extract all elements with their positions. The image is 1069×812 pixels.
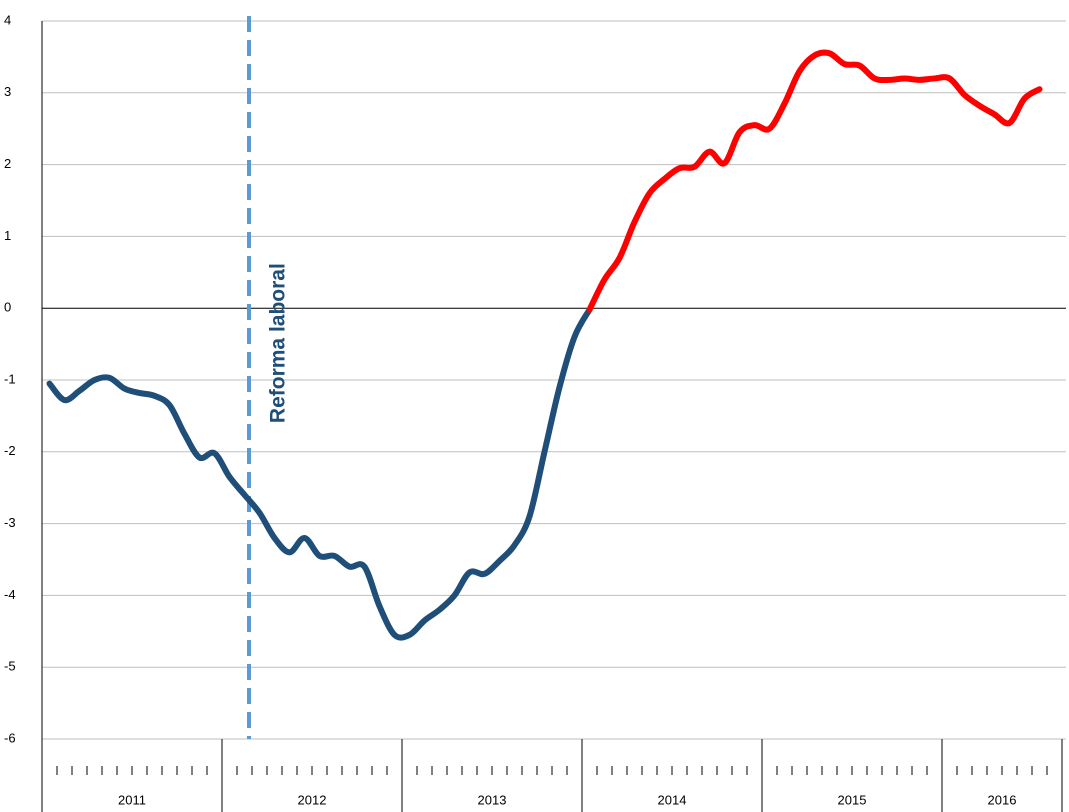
line-series	[46, 306, 593, 641]
year-label: 2015	[838, 792, 867, 807]
year-label: 2016	[988, 792, 1017, 807]
y-tick-label: -4	[4, 587, 16, 602]
annotation-label: Reforma laboral	[267, 263, 290, 423]
year-label: 2014	[658, 792, 687, 807]
y-tick-label: 2	[4, 156, 11, 171]
year-label: 2011	[118, 792, 146, 807]
y-tick-label: -6	[4, 730, 16, 745]
y-tick-label: 4	[4, 12, 11, 27]
y-tick-label: 3	[4, 84, 11, 99]
y-tick-label: -1	[4, 371, 16, 386]
line-series	[586, 49, 1043, 313]
y-tick-label: 0	[4, 300, 11, 315]
year-label: 2012	[298, 792, 327, 807]
y-tick-label: -5	[4, 659, 16, 674]
y-tick-label: -2	[4, 443, 16, 458]
y-tick-label: -3	[4, 515, 16, 530]
y-tick-label: 1	[4, 228, 11, 243]
year-label: 2013	[478, 792, 507, 807]
